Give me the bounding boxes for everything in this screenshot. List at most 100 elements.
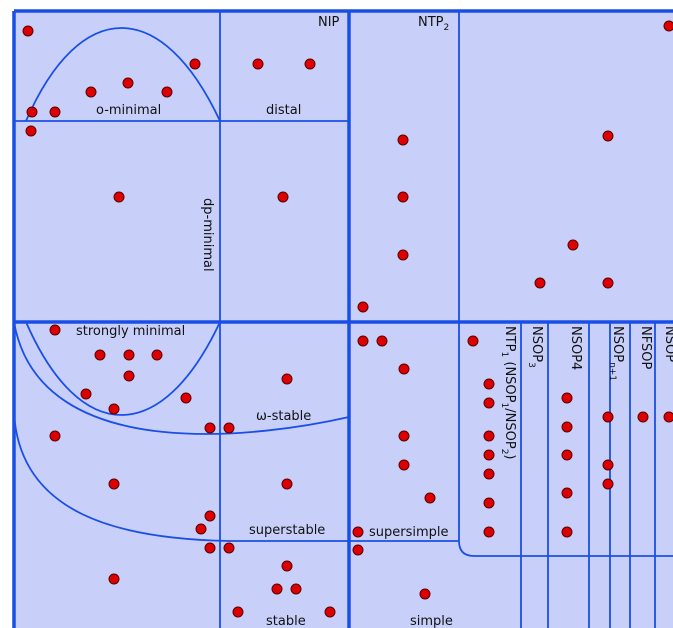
theory-dot: [277, 191, 289, 203]
theory-dot: [602, 130, 614, 142]
theory-dot: [483, 497, 495, 509]
theory-dot: [483, 397, 495, 409]
label-ntp2-sub: 2: [444, 23, 450, 33]
theory-dot: [223, 422, 235, 434]
theory-dot: [26, 106, 38, 118]
label-nip: NIP: [318, 15, 340, 30]
theory-dots: [22, 20, 673, 618]
theory-dot: [357, 301, 369, 313]
theory-dot: [271, 583, 283, 595]
theory-dot: [483, 430, 495, 442]
label-strongly-minimal: strongly minimal: [76, 324, 185, 339]
theory-dot: [122, 77, 134, 89]
theory-dot: [22, 25, 34, 37]
label-omega-stable: ω-stable: [256, 409, 311, 424]
theory-dot: [85, 86, 97, 98]
theory-dot: [602, 459, 614, 471]
label-superstable: superstable: [249, 523, 325, 538]
label-ntp1-sub1: 1: [499, 352, 509, 358]
omega-stable-curve: [13, 321, 350, 435]
label-nsop-cut: NSOP: [662, 326, 673, 362]
label-ntp2-base: NTP: [418, 15, 444, 30]
theory-dot: [602, 478, 614, 490]
theory-dot: [25, 125, 37, 137]
theory-dot: [467, 335, 479, 347]
theory-dot: [123, 349, 135, 361]
theory-dot: [352, 544, 364, 556]
label-dp-minimal: dp-minimal: [200, 198, 215, 272]
theory-dot: [561, 487, 573, 499]
theory-dot: [223, 542, 235, 554]
theory-dot: [290, 583, 302, 595]
label-ntp1-part2: (NSOP: [502, 357, 517, 402]
theory-dot: [189, 58, 201, 70]
theory-dot: [281, 560, 293, 572]
label-ntp1-part3: /NSOP: [502, 408, 517, 449]
label-ntp1-sub2: 1: [499, 403, 509, 409]
theory-dot: [561, 421, 573, 433]
theory-dot: [637, 411, 649, 423]
theory-dot: [49, 324, 61, 336]
map-background: [14, 11, 673, 628]
theory-dot: [483, 449, 495, 461]
theory-dot: [113, 191, 125, 203]
label-ntp1-part4: ): [502, 454, 517, 459]
label-nfsop: NFSOP: [638, 326, 653, 369]
theory-dot: [108, 478, 120, 490]
theory-dot: [398, 459, 410, 471]
label-nsopn1-sub: n+1: [607, 362, 617, 381]
theory-dot: [232, 606, 244, 618]
theory-dot: [49, 106, 61, 118]
theory-dot: [419, 588, 431, 600]
theory-dot: [602, 411, 614, 423]
label-ntp1: NTP1 (NSOP1/NSOP2): [499, 326, 517, 460]
theory-dot: [561, 526, 573, 538]
theory-dot: [180, 392, 192, 404]
ntp1-boundary: [458, 322, 673, 557]
theory-dot: [483, 526, 495, 538]
theory-dot: [204, 422, 216, 434]
label-nsop4: NSOP4: [568, 326, 583, 370]
theory-dot: [195, 523, 207, 535]
label-stable: stable: [266, 614, 306, 628]
label-nsopn1-base: NSOP: [610, 326, 625, 362]
theory-dot: [561, 449, 573, 461]
theory-dot: [398, 363, 410, 375]
theory-dot: [151, 349, 163, 361]
theory-dot: [357, 335, 369, 347]
theory-dot: [304, 58, 316, 70]
strongly-minimal-arc: [25, 321, 221, 416]
theory-dot: [123, 370, 135, 382]
theory-dot: [352, 526, 364, 538]
theory-dot: [397, 134, 409, 146]
theory-dot: [602, 277, 614, 289]
theory-dot: [204, 510, 216, 522]
region-labels: NIP NTP2 o-minimal distal dp-minimal str…: [76, 15, 673, 628]
label-nsop3: NSOP3: [526, 326, 544, 368]
label-ntp2: NTP2: [418, 15, 449, 33]
theory-dot: [398, 430, 410, 442]
label-ntp1-sub3: 2: [499, 449, 509, 455]
label-nsop-n-plus-1: NSOPn+1: [607, 326, 625, 381]
theory-dot: [483, 468, 495, 480]
theory-dot: [161, 86, 173, 98]
theory-dot: [376, 335, 388, 347]
theory-dot: [424, 492, 436, 504]
label-simple: simple: [410, 614, 453, 628]
theory-dot: [663, 20, 673, 32]
theory-dot: [483, 378, 495, 390]
theory-dot: [561, 392, 573, 404]
theory-dot: [49, 430, 61, 442]
theory-dot: [281, 478, 293, 490]
label-distal: distal: [266, 103, 301, 118]
theory-dot: [567, 239, 579, 251]
label-supersimple: supersimple: [369, 525, 449, 540]
superstable-curve: [13, 412, 349, 542]
label-nsop3-sub: 3: [526, 362, 536, 368]
theory-dot: [397, 249, 409, 261]
theory-dot: [80, 388, 92, 400]
theory-dot: [94, 349, 106, 361]
label-nsop3-base: NSOP: [529, 326, 544, 362]
theory-dot: [281, 373, 293, 385]
